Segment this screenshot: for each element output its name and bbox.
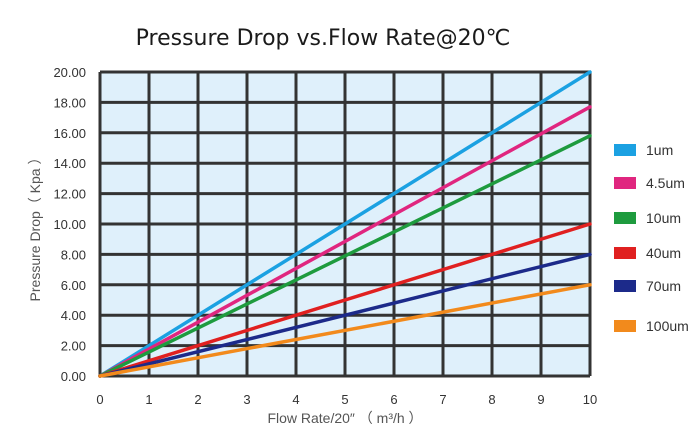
legend-label: 4.5um <box>646 175 685 191</box>
x-tick-label: 8 <box>488 392 495 407</box>
series-line-70um <box>98 252 592 378</box>
legend-swatch <box>614 177 636 189</box>
chart-title: Pressure Drop vs.Flow Rate@20℃ <box>136 26 511 51</box>
series-line-40um <box>98 222 592 378</box>
legend-label: 1um <box>646 142 673 158</box>
y-tick-label: 12.00 <box>53 187 86 202</box>
x-tick-label: 6 <box>390 392 397 407</box>
legend-swatch <box>614 247 636 259</box>
x-tick-label: 4 <box>292 392 299 407</box>
legend-swatch <box>614 144 636 156</box>
legend-label: 40um <box>646 245 681 261</box>
series-line-1um <box>98 70 592 378</box>
x-tick-label: 3 <box>243 392 250 407</box>
x-tick-label: 7 <box>439 392 446 407</box>
y-tick-label: 16.00 <box>53 126 86 141</box>
y-tick-label: 14.00 <box>53 156 86 171</box>
legend-label: 10um <box>646 210 681 226</box>
legend-swatch <box>614 320 636 332</box>
legend-swatch <box>614 280 636 292</box>
y-axis-label: Pressure Drop（ Kpa ） <box>27 151 43 302</box>
legend: 1um 4.5um 10um 40um 70um 100um <box>614 142 689 334</box>
x-tick-label: 1 <box>145 392 152 407</box>
y-tick-label: 20.00 <box>53 65 86 80</box>
y-tick-label: 10.00 <box>53 217 86 232</box>
x-tick-label: 10 <box>583 392 597 407</box>
legend-label: 100um <box>646 318 689 334</box>
series-line-4.5um <box>98 105 592 378</box>
series-lines <box>98 70 592 378</box>
legend-swatch <box>614 212 636 224</box>
x-tick-label: 0 <box>96 392 103 407</box>
y-tick-label: 6.00 <box>61 278 86 293</box>
y-tick-label: 18.00 <box>53 95 86 110</box>
y-tick-label: 2.00 <box>61 339 86 354</box>
x-axis-label: Flow Rate/20″ （ m³/h ） <box>267 410 422 426</box>
y-tick-label: 0.00 <box>61 369 86 384</box>
series-line-100um <box>98 283 592 378</box>
axis-ticks: 0 1 2 3 4 5 6 7 8 9 10 0.00 2.00 4.00 6.00 8.00 10.00 12.… <box>53 65 597 407</box>
series-line-10um <box>98 134 592 378</box>
y-tick-label: 8.00 <box>61 247 86 262</box>
x-tick-label: 5 <box>341 392 348 407</box>
x-tick-label: 2 <box>194 392 201 407</box>
legend-label: 70um <box>646 278 681 294</box>
y-tick-label: 4.00 <box>61 308 86 323</box>
x-tick-label: 9 <box>537 392 544 407</box>
